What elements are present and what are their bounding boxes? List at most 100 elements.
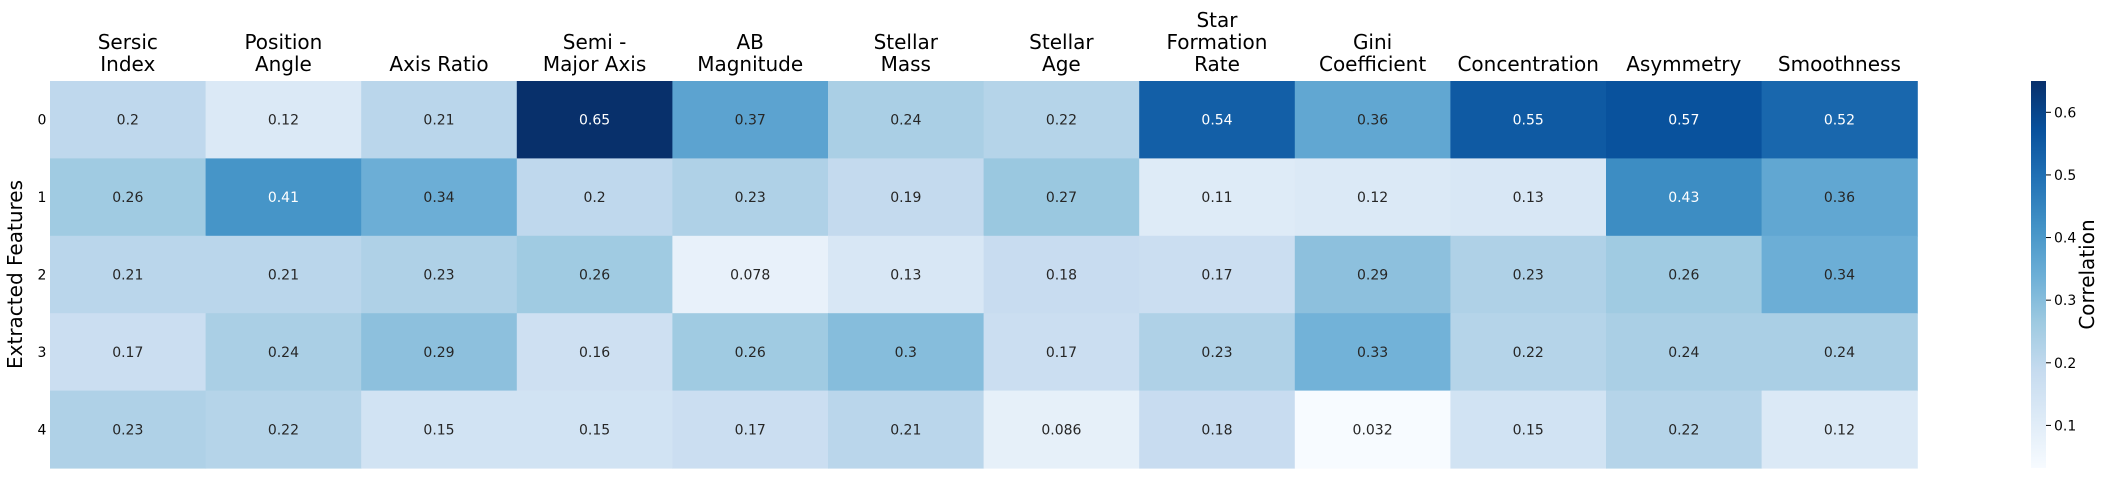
heatmap-cell [1450, 390, 1607, 469]
heatmap-cell [50, 313, 207, 392]
heatmap-cell [1606, 81, 1763, 159]
heatmap-cell [1761, 158, 1918, 237]
heatmap-cell [672, 158, 829, 237]
heatmap-cell [983, 158, 1140, 237]
column-label: Star [1196, 8, 1238, 32]
heatmap-cell [1606, 158, 1763, 237]
cell-value-label: 0.34 [1824, 268, 1855, 284]
cell-value-label: 0.22 [1668, 422, 1699, 438]
heatmap-cell [1450, 81, 1607, 159]
heatmap-cell [828, 235, 985, 314]
cell-value-label: 0.032 [1353, 422, 1393, 438]
heatmap-cell [205, 390, 362, 469]
heatmap-cell [516, 313, 673, 392]
column-label: Concentration [1457, 52, 1598, 76]
heatmap-cell [361, 158, 518, 237]
heatmap-cell [1450, 235, 1607, 314]
cell-value-label: 0.43 [1668, 190, 1699, 206]
heatmap-cell [672, 390, 829, 469]
cell-value-label: 0.13 [890, 268, 921, 284]
colorbar-tick-label: 0.5 [2054, 168, 2076, 184]
cell-value-label: 0.27 [1046, 190, 1077, 206]
row-label: 2 [38, 268, 47, 284]
heatmap-cell [1450, 313, 1607, 392]
column-label: Sersic [98, 30, 158, 54]
cell-value-label: 0.17 [735, 422, 766, 438]
heatmap-cell [516, 235, 673, 314]
heatmap-cell [1294, 313, 1451, 392]
heatmap-cell [361, 235, 518, 314]
heatmap-cell [516, 390, 673, 469]
column-label: Formation [1167, 30, 1268, 54]
column-label: Asymmetry [1626, 52, 1741, 76]
heatmap-cell [50, 81, 207, 159]
row-label: 3 [38, 345, 47, 361]
cell-value-label: 0.24 [268, 345, 299, 361]
cell-value-label: 0.57 [1668, 113, 1699, 129]
heatmap-cell [1294, 235, 1451, 314]
heatmap-cell [361, 313, 518, 392]
cell-value-label: 0.2 [117, 113, 139, 129]
heatmap-cell [1139, 158, 1296, 237]
cell-value-label: 0.22 [1046, 113, 1077, 129]
row-label: 0 [38, 113, 47, 129]
heatmap-cell [983, 235, 1140, 314]
heatmap-cell [1294, 390, 1451, 469]
column-label: Stellar [1029, 30, 1094, 54]
heatmap-cell [1761, 313, 1918, 392]
cell-value-label: 0.21 [423, 113, 454, 129]
cell-value-label: 0.24 [890, 113, 921, 129]
colorbar-tick-label: 0.1 [2054, 418, 2076, 434]
heatmap-cell [1139, 390, 1296, 469]
row-label: 4 [38, 422, 47, 438]
column-label: Major Axis [543, 52, 646, 76]
cell-value-label: 0.18 [1201, 422, 1232, 438]
cell-value-label: 0.12 [1357, 190, 1388, 206]
heatmap-cell [1139, 235, 1296, 314]
colorbar [2031, 81, 2046, 468]
cell-value-label: 0.15 [423, 422, 454, 438]
colorbar-tick-label: 0.6 [2054, 105, 2076, 121]
column-label: Age [1042, 52, 1081, 76]
cell-value-label: 0.086 [1041, 422, 1081, 438]
colorbar-tick-label: 0.3 [2054, 293, 2076, 309]
heatmap-cells: 0.2 0.12 0.21 0.65 0.37 0.24 0.22 0.54 0.36 0.55 0… [50, 81, 1918, 469]
cell-value-label: 0.12 [1824, 422, 1855, 438]
column-label: Semi - [563, 30, 627, 54]
cell-value-label: 0.21 [112, 268, 143, 284]
cell-value-label: 0.16 [579, 345, 610, 361]
cell-value-label: 0.22 [268, 422, 299, 438]
cell-value-label: 0.12 [268, 113, 299, 129]
heatmap-cell [1294, 158, 1451, 237]
heatmap-cell [50, 390, 207, 469]
cell-value-label: 0.37 [735, 113, 766, 129]
cell-value-label: 0.11 [1201, 190, 1232, 206]
cell-value-label: 0.36 [1357, 113, 1388, 129]
cell-value-label: 0.17 [1046, 345, 1077, 361]
heatmap-cell [361, 81, 518, 159]
column-label: Magnitude [697, 52, 803, 76]
cell-value-label: 0.18 [1046, 268, 1077, 284]
column-label: Smoothness [1778, 52, 1901, 76]
column-label: Axis Ratio [389, 52, 488, 76]
colorbar-label: Correlation [2075, 219, 2099, 329]
cell-value-label: 0.24 [1824, 345, 1855, 361]
column-label: Mass [881, 52, 931, 76]
column-label: Angle [255, 52, 312, 76]
cell-value-label: 0.15 [1513, 422, 1544, 438]
heatmap-cell [1606, 235, 1763, 314]
cell-value-label: 0.21 [268, 268, 299, 284]
column-label: Position [244, 30, 322, 54]
heatmap-cell [205, 81, 362, 159]
heatmap-cell [1761, 390, 1918, 469]
cell-value-label: 0.15 [579, 422, 610, 438]
heatmap-cell [1606, 390, 1763, 469]
heatmap-cell [828, 313, 985, 392]
heatmap-cell [205, 235, 362, 314]
heatmap-cell [828, 158, 985, 237]
column-label: Rate [1194, 52, 1240, 76]
heatmap-cell [983, 81, 1140, 159]
cell-value-label: 0.26 [1668, 268, 1699, 284]
